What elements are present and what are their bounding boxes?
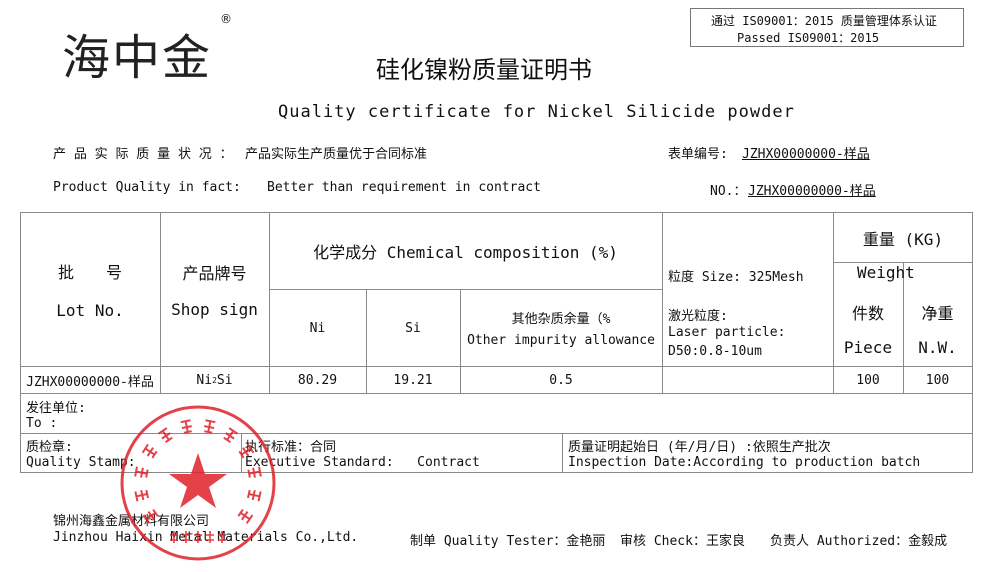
lot-no-header: 批 号 Lot No. — [20, 213, 160, 366]
piece-header: 件数 Piece — [833, 290, 903, 366]
seal-glyph — [180, 419, 192, 434]
nw-en: N.W. — [918, 337, 957, 357]
stamp-en: Quality Stamp: — [26, 455, 136, 470]
lot-cn: 批 号 — [57, 263, 122, 282]
seal-glyph — [157, 427, 173, 444]
piece-cn: 件数 — [851, 303, 884, 323]
quality-en-label: Product Quality in fact: — [53, 180, 241, 195]
iso-en: Passed IS09001：2015 — [737, 31, 880, 45]
weight-en: Weight — [857, 263, 915, 282]
to-cn: 发往单位: — [26, 401, 86, 416]
seal-glyph — [237, 509, 254, 524]
date-cn: 质量证明起始日 (年/月/日) :依照生产批次 — [568, 440, 831, 455]
si-header: Si — [405, 320, 421, 336]
to-en: To : — [26, 416, 58, 431]
company-cn: 锦州海鑫金属材料有限公司 — [53, 514, 210, 529]
seal-glyph — [204, 419, 216, 434]
other-header: 其他杂质余量（% Other impurity allowance — [460, 290, 662, 366]
quality-en-value: Better than requirement in contract — [267, 180, 541, 195]
seal-glyph — [134, 489, 149, 502]
laser-cn: 激光粒度: — [668, 309, 728, 324]
row-ni: 80.29 — [297, 372, 338, 388]
no-label: NO.： — [710, 184, 747, 199]
laser-value: D50:0.8-10um — [668, 344, 762, 359]
seal-glyph — [247, 489, 262, 502]
row-piece: 100 — [856, 372, 880, 388]
lot-en: Lot No. — [56, 301, 124, 320]
company-logo: 海中金 — [62, 30, 213, 86]
std-en: Executive Standard: Contract — [245, 455, 480, 470]
quality-cn-label: 产 品 实 际 质 量 状 况 ： — [53, 147, 233, 162]
star-icon — [169, 453, 227, 508]
other-en: Other impurity allowance — [467, 333, 655, 348]
size-label: 粒度 Size: 325Mesh — [668, 270, 804, 285]
checker: 审核 Check：王家良 — [620, 534, 745, 549]
shop-cn: 产品牌号 — [182, 264, 247, 283]
registered-mark: ® — [220, 12, 232, 26]
std-cn: 执行标准：合同 — [245, 440, 337, 455]
form-no-label: 表单编号: — [668, 147, 728, 162]
nw-header: 净重 N.W. — [903, 290, 972, 366]
iso-cn: 通过 IS09001：2015 质量管理体系认证 — [711, 14, 937, 28]
chem-header: 化学成分 Chemical composition (%) — [313, 243, 618, 262]
iso-certification-box: 通过 IS09001：2015 质量管理体系认证 Passed IS09001：… — [690, 8, 964, 47]
row-other: 0.5 — [549, 372, 573, 388]
other-cn: 其他杂质余量（% — [511, 312, 611, 327]
row-shop: Ni 2 Si — [160, 367, 269, 393]
row-lot: JZHX00000000-样品 — [26, 374, 154, 390]
row-si: 19.21 — [393, 372, 433, 388]
piece-en: Piece — [843, 337, 893, 357]
shop-si: Si — [216, 372, 233, 388]
shop-ni: Ni — [196, 372, 213, 388]
shop-en: Shop sign — [171, 300, 258, 319]
tester: 制单 Quality Tester：金艳丽 — [410, 534, 606, 549]
laser-en: Laser particle: — [668, 325, 786, 340]
weight-cn: 重量 (KG) — [862, 229, 944, 249]
nw-cn: 净重 — [921, 303, 954, 323]
page-subtitle: Quality certificate for Nickel Silicide … — [278, 102, 795, 122]
shop-sign-header: 产品牌号 Shop sign — [160, 213, 269, 366]
form-no-value: JZHX00000000-样品 — [742, 147, 870, 162]
company-en: Jinzhou Haixin Metal Materials Co.,Ltd. — [53, 530, 359, 545]
no-value: JZHX00000000-样品 — [748, 184, 876, 199]
row-nw: 100 — [925, 372, 950, 388]
seal-glyph — [223, 427, 239, 444]
date-en: Inspection Date:According to production … — [568, 455, 921, 470]
quality-cn-value: 产品实际生产质量优于合同标准 — [245, 147, 428, 162]
page-title: 硅化镍粉质量证明书 — [376, 56, 592, 84]
shop-sub: 2 — [212, 375, 217, 385]
stamp-cn: 质检章: — [26, 440, 73, 455]
authorized: 负责人 Authorized：金毅成 — [770, 534, 948, 549]
seal-glyph — [141, 443, 158, 459]
ni-header: Ni — [309, 320, 326, 336]
